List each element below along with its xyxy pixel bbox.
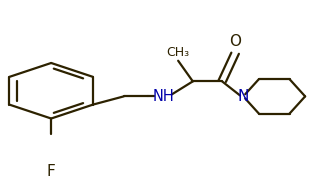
Text: NH: NH xyxy=(153,89,174,104)
Text: CH₃: CH₃ xyxy=(166,46,190,59)
Text: F: F xyxy=(47,164,56,179)
Text: O: O xyxy=(229,33,241,49)
Text: N: N xyxy=(238,89,249,104)
